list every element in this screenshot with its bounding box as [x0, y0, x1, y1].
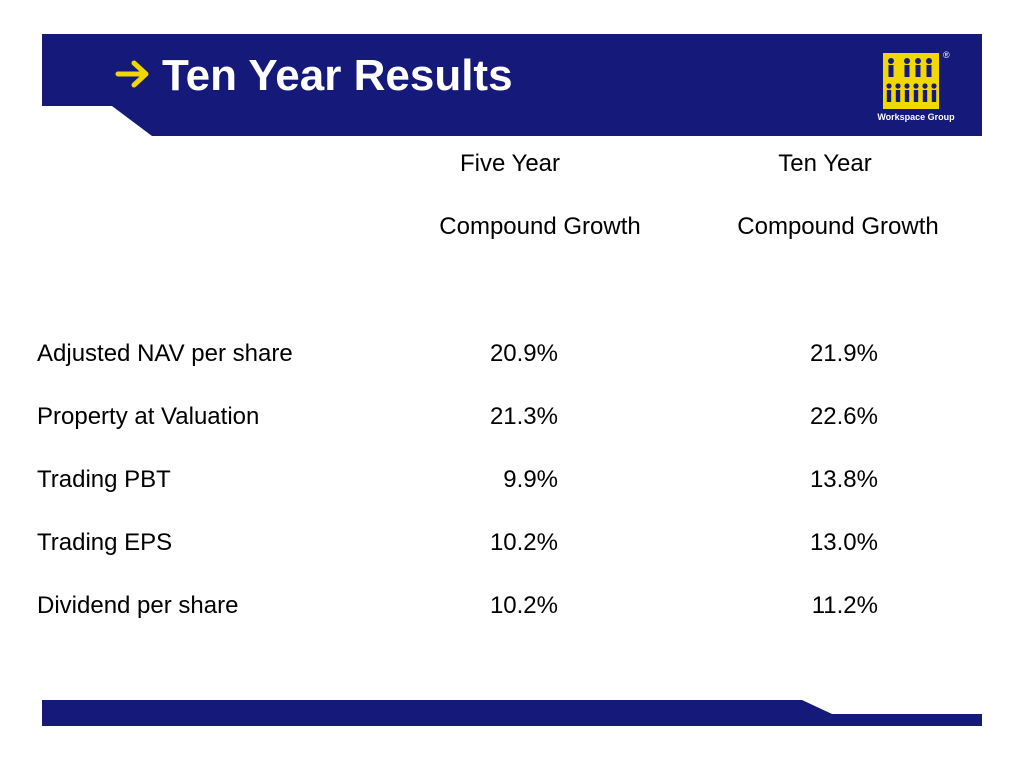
col-header-five-year-line1: Five Year [459, 150, 561, 177]
row-label: Adjusted NAV per share [37, 340, 293, 367]
header-banner: Ten Year Results ® [42, 34, 982, 136]
arrow-right-icon [115, 60, 149, 88]
row-label: Trading PBT [37, 466, 171, 493]
ten-year-value: 22.6% [809, 403, 878, 430]
col-header-ten-year-line1: Ten Year [778, 150, 872, 177]
logo-text: Workspace Group [877, 112, 955, 122]
five-year-value: 20.9% [489, 340, 558, 367]
ten-year-value: 13.0% [809, 529, 878, 556]
people-icon [883, 53, 939, 109]
workspace-group-logo: ® Workspace Group [866, 48, 966, 128]
header-background [42, 34, 982, 136]
ten-year-value: 13.8% [809, 466, 878, 493]
five-year-value: 10.2% [489, 592, 558, 619]
five-year-value: 10.2% [489, 529, 558, 556]
ten-year-value: 11.2% [811, 592, 878, 619]
row-label: Property at Valuation [37, 403, 260, 430]
ten-year-value: 21.9% [809, 340, 878, 367]
five-year-value: 21.3% [489, 403, 558, 430]
page-title: Ten Year Results [162, 51, 513, 100]
row-label: Dividend per share [37, 592, 239, 619]
registered-mark: ® [943, 50, 950, 60]
col-header-ten-year-line2: Compound Growth [737, 213, 939, 240]
row-label: Trading EPS [37, 529, 173, 556]
col-header-five-year-line2: Compound Growth [439, 213, 641, 240]
footer-banner [42, 700, 982, 726]
five-year-value: 9.9% [503, 466, 558, 493]
